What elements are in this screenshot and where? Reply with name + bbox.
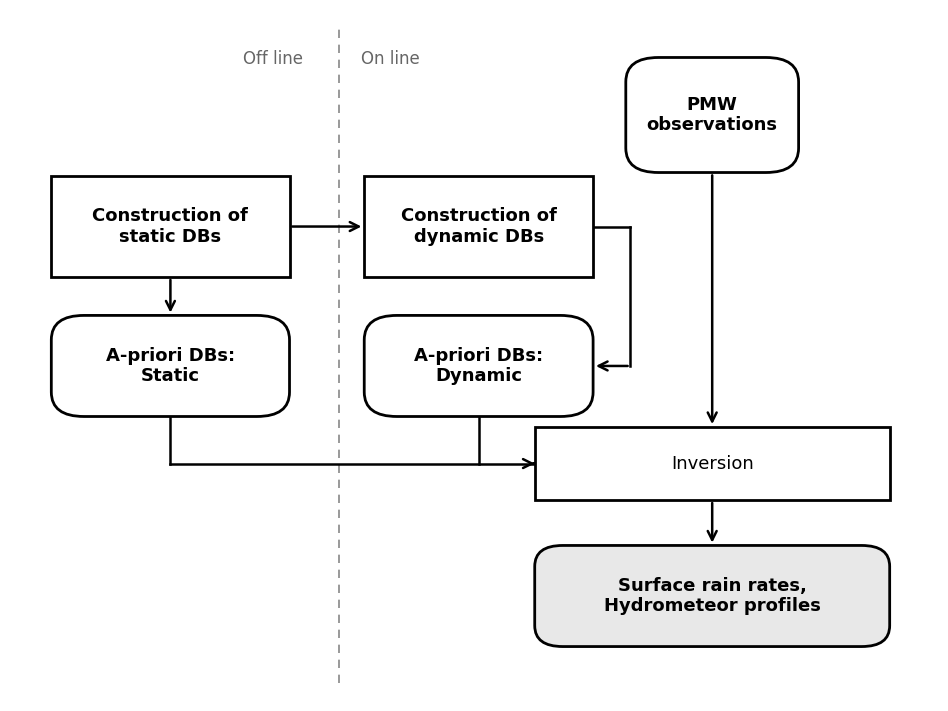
Text: Off line: Off line	[244, 50, 303, 68]
FancyBboxPatch shape	[364, 316, 593, 417]
Text: Construction of
dynamic DBs: Construction of dynamic DBs	[401, 207, 556, 246]
Text: A-priori DBs:
Dynamic: A-priori DBs: Dynamic	[414, 346, 543, 385]
FancyBboxPatch shape	[51, 316, 289, 417]
FancyBboxPatch shape	[626, 58, 798, 173]
Text: Construction of
static DBs: Construction of static DBs	[93, 207, 248, 246]
Text: Inversion: Inversion	[671, 454, 754, 473]
Text: PMW
observations: PMW observations	[647, 95, 777, 134]
FancyBboxPatch shape	[535, 545, 889, 646]
Text: On line: On line	[360, 50, 419, 68]
FancyBboxPatch shape	[535, 427, 889, 500]
Text: A-priori DBs:
Static: A-priori DBs: Static	[106, 346, 235, 385]
FancyBboxPatch shape	[364, 176, 593, 277]
Text: Surface rain rates,
Hydrometeor profiles: Surface rain rates, Hydrometeor profiles	[604, 577, 821, 616]
FancyBboxPatch shape	[51, 176, 289, 277]
